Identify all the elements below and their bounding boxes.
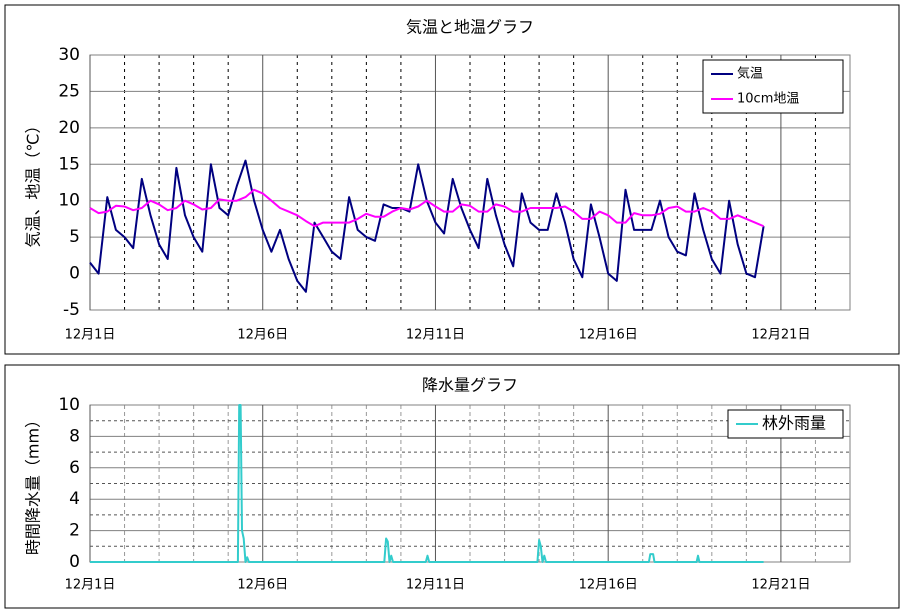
y-tick-label: 4 — [69, 489, 80, 509]
x-tick-label: 12月16日 — [579, 328, 638, 343]
x-tick-label: 12月21日 — [751, 578, 810, 593]
y-tick-label: 25 — [58, 81, 80, 101]
legend-box — [702, 59, 844, 114]
y-tick-label: 8 — [69, 426, 80, 446]
x-tick-label: 12月6日 — [237, 328, 288, 343]
y-tick-label: 0 — [69, 264, 80, 284]
x-tick-label: 12月1日 — [65, 328, 116, 343]
y-tick-label: 10 — [58, 191, 80, 211]
y-axis-label: 時間降水量（mm） — [24, 412, 43, 555]
y-tick-label: 2 — [69, 521, 80, 541]
x-tick-label: 12月11日 — [406, 328, 465, 343]
y-tick-label: 6 — [69, 458, 80, 478]
x-tick-label: 12月16日 — [579, 578, 638, 593]
legend-label: 10cm地温 — [737, 92, 799, 107]
y-tick-label: 15 — [58, 154, 80, 174]
x-tick-label: 12月6日 — [237, 578, 288, 593]
y-tick-label: 5 — [69, 227, 80, 247]
y-tick-label: 0 — [69, 552, 80, 572]
y-axis-label: 気温、地温（℃） — [24, 118, 43, 248]
y-tick-label: 30 — [58, 45, 80, 65]
series-line — [90, 404, 764, 563]
y-tick-label: -5 — [63, 300, 80, 320]
x-tick-label: 12月21日 — [751, 328, 810, 343]
x-tick-label: 12月1日 — [65, 578, 116, 593]
y-tick-label: 20 — [58, 118, 80, 138]
x-tick-label: 12月11日 — [406, 578, 465, 593]
legend-label: 気温 — [737, 66, 763, 82]
chart-title: 気温と地温グラフ — [406, 18, 534, 37]
y-tick-label: 10 — [58, 395, 80, 415]
series-line — [89, 188, 764, 228]
legend-label: 林外雨量 — [762, 414, 826, 433]
chart-title: 降水量グラフ — [422, 376, 518, 395]
